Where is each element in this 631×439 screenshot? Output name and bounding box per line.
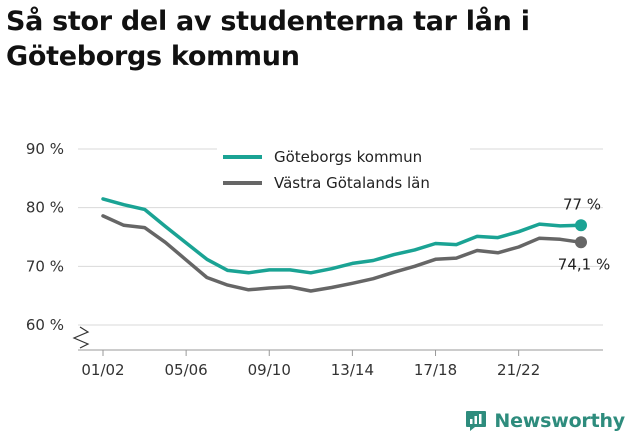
end-value-label: 77 % — [563, 195, 601, 213]
y-tick-label: 70 % — [26, 257, 64, 275]
series-line — [101, 214, 583, 293]
axis-break-mark — [72, 326, 90, 349]
y-tick-labels: 60 % 70 % 80 % 90 % — [26, 140, 64, 334]
x-tick-label: 05/06 — [165, 361, 208, 379]
legend-label: Västra Götalands län — [274, 174, 430, 192]
legend: Göteborgs kommun Västra Götalands län — [217, 143, 470, 199]
x-tick-label: 09/10 — [248, 361, 291, 379]
legend-label: Göteborgs kommun — [274, 148, 422, 166]
y-tick-label: 90 % — [26, 140, 64, 158]
x-tick-label: 01/02 — [81, 361, 124, 379]
y-tick-label: 60 % — [26, 316, 64, 334]
end-value-label: 74,1 % — [558, 255, 610, 273]
y-tick-label: 80 % — [26, 199, 64, 217]
end-labels: 77 % 74,1 % — [558, 195, 610, 273]
x-tick-label: 13/14 — [331, 361, 374, 379]
chart-title: Så stor del av studenterna tar lån i Göt… — [6, 6, 530, 72]
brand-name: Newsworthy — [494, 410, 625, 432]
series-lines — [101, 197, 587, 293]
series-end-point — [575, 219, 587, 232]
x-tick-label: 17/18 — [414, 361, 457, 379]
series-end-point — [575, 236, 587, 249]
legend-background — [217, 143, 470, 199]
newsworthy-logo: Newsworthy — [464, 406, 625, 436]
x-axis: 01/02 05/06 09/10 13/14 17/18 21/22 — [78, 349, 603, 379]
series-line — [101, 197, 583, 275]
x-tick-label: 21/22 — [497, 361, 540, 379]
axis-break-zigzag — [72, 326, 90, 349]
bar-chart-icon — [466, 411, 487, 431]
